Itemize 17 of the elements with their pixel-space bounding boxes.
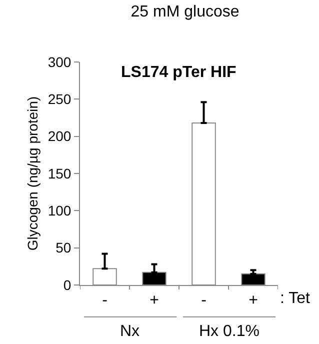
y-tick-label: 250 [48,91,72,108]
x-tick-label: - [201,292,206,310]
x-tick-label: + [248,292,258,310]
text: Hx 0.1% [199,323,260,340]
x-tick-label: - [102,292,108,310]
x-tick-label: + [150,292,159,310]
text: : Tet [280,290,310,307]
text: Nx [120,323,140,340]
y-tick-label: 50 [56,240,72,256]
y-tick-label: 300 [48,54,72,70]
y-tick-label: 100 [48,202,72,219]
y-tick-label: 200 [48,128,72,144]
chart-title: 25 mM glucose [130,3,240,20]
chart-subtitle: LS174 pTer HIF [121,64,237,81]
y-tick-label: 0 [63,276,72,293]
y-tick-label: 150 [48,165,72,182]
y-axis-title: Glycogen (ng/µg protein) [24,96,40,251]
